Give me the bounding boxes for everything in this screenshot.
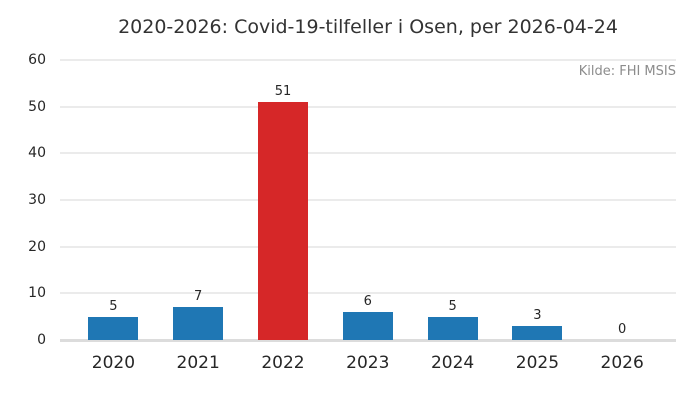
- y-tick-label: 10: [28, 285, 46, 302]
- plot-area: 5 7 51 6 5 3 0: [60, 59, 676, 342]
- y-tick-label: 0: [37, 332, 46, 348]
- gridline: [60, 245, 676, 248]
- x-tick-label: 2024: [430, 353, 475, 373]
- bar-value-label: 5: [109, 298, 118, 314]
- gridline: [60, 199, 676, 201]
- y-tick-label: 60: [28, 52, 46, 68]
- x-tick-label: 2023: [346, 353, 390, 373]
- bar-value-label: 3: [533, 308, 542, 323]
- bar-value-label: 7: [194, 289, 203, 305]
- source-annotation: Kilde: FHI MSIS: [578, 64, 676, 79]
- x-tick-label: 2021: [176, 353, 220, 373]
- x-tick-label: 2026: [600, 353, 644, 373]
- gridline: [60, 59, 676, 61]
- bar-value-label: 6: [363, 294, 372, 309]
- bar-2025: [512, 326, 563, 340]
- x-tick-label: 2020: [91, 353, 136, 373]
- bar-2023: [342, 312, 393, 340]
- bar-value-label: 5: [448, 298, 457, 314]
- y-tick-label: 50: [28, 98, 46, 115]
- bar-value-label: 51: [274, 84, 292, 99]
- gridline: [60, 105, 676, 108]
- bar-2024: [427, 316, 478, 340]
- bar-value-label: 0: [618, 322, 627, 337]
- y-tick-label: 30: [28, 192, 46, 208]
- bar-2022: [258, 102, 308, 340]
- y-tick-label: 20: [28, 238, 46, 255]
- gridline: [60, 152, 676, 155]
- chart-title: 2020-2026: Covid-19-tilfeller i Osen, pe…: [118, 16, 618, 38]
- x-axis-baseline: [60, 338, 676, 342]
- bar-2021: [173, 307, 224, 340]
- y-tick-label: 40: [28, 145, 46, 162]
- x-tick-label: 2025: [515, 353, 560, 373]
- x-tick-label: 2022: [261, 353, 305, 373]
- bar-2020: [88, 316, 139, 340]
- gridline: [60, 292, 676, 295]
